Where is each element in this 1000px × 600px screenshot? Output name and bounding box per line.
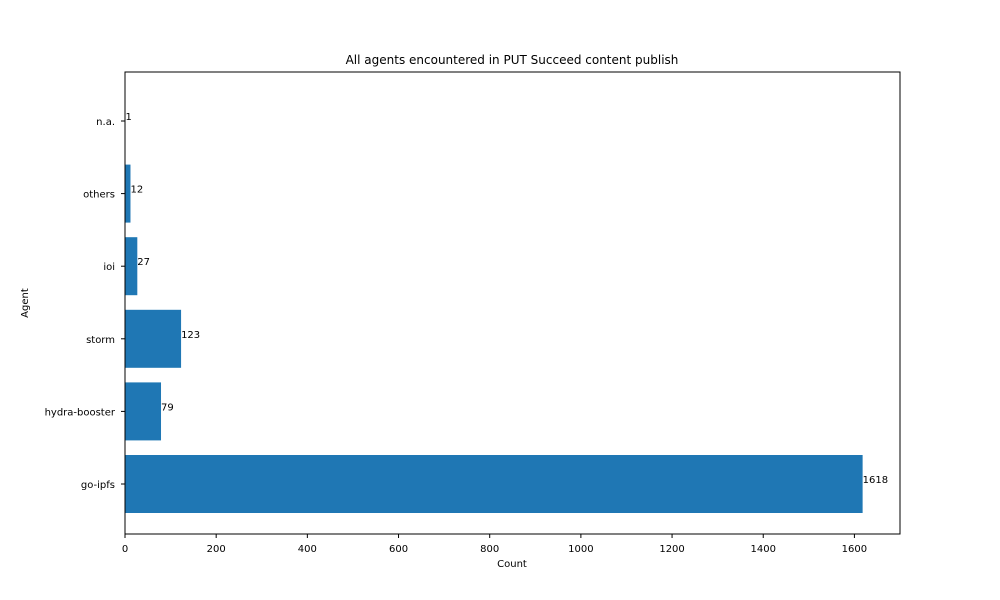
- bars-layer: [125, 92, 863, 513]
- x-tick-label-0: 0: [122, 544, 128, 555]
- bar-hydra-booster: [125, 382, 162, 441]
- y-axis-ticks: go-ipfs hydra-booster storm ioi others n.a.: [45, 117, 125, 491]
- x-tick-label-200: 200: [207, 544, 226, 555]
- data-label-n-a: 1: [125, 112, 131, 123]
- plot-frame: [124, 71, 901, 535]
- bar-go-ipfs: [125, 455, 863, 513]
- x-tick-label-1200: 1200: [659, 544, 684, 555]
- x-axis-ticks: 0 200 400 600 800 1000 1200 1400 1600: [122, 534, 867, 555]
- data-labels-layer: 1618 79 123 27 12 1: [125, 112, 888, 486]
- x-tick-label-600: 600: [389, 544, 408, 555]
- chart-title: All agents encountered in PUT Succeed co…: [346, 53, 679, 67]
- y-axis-label: Agent: [20, 288, 31, 318]
- data-label-storm: 123: [181, 330, 200, 341]
- y-tick-label-hydra-booster: hydra-booster: [45, 407, 116, 418]
- y-tick-label-n-a: n.a.: [96, 117, 115, 128]
- data-label-others: 12: [130, 185, 143, 196]
- x-tick-label-1400: 1400: [751, 544, 776, 555]
- x-axis-label: Count: [497, 559, 527, 570]
- x-tick-label-1600: 1600: [842, 544, 867, 555]
- y-tick-label-others: others: [83, 190, 115, 201]
- bar-others: [125, 164, 131, 223]
- bar-storm: [125, 309, 182, 368]
- data-label-ioi: 27: [137, 257, 150, 268]
- bar-ioi: [125, 237, 138, 296]
- x-tick-label-400: 400: [298, 544, 317, 555]
- y-tick-label-ioi: ioi: [103, 262, 115, 273]
- data-label-go-ipfs: 1618: [863, 475, 888, 486]
- y-tick-label-storm: storm: [86, 335, 115, 346]
- x-tick-label-800: 800: [480, 544, 499, 555]
- x-tick-label-1000: 1000: [568, 544, 593, 555]
- y-tick-label-go-ipfs: go-ipfs: [81, 480, 115, 491]
- data-label-hydra-booster: 79: [161, 402, 174, 413]
